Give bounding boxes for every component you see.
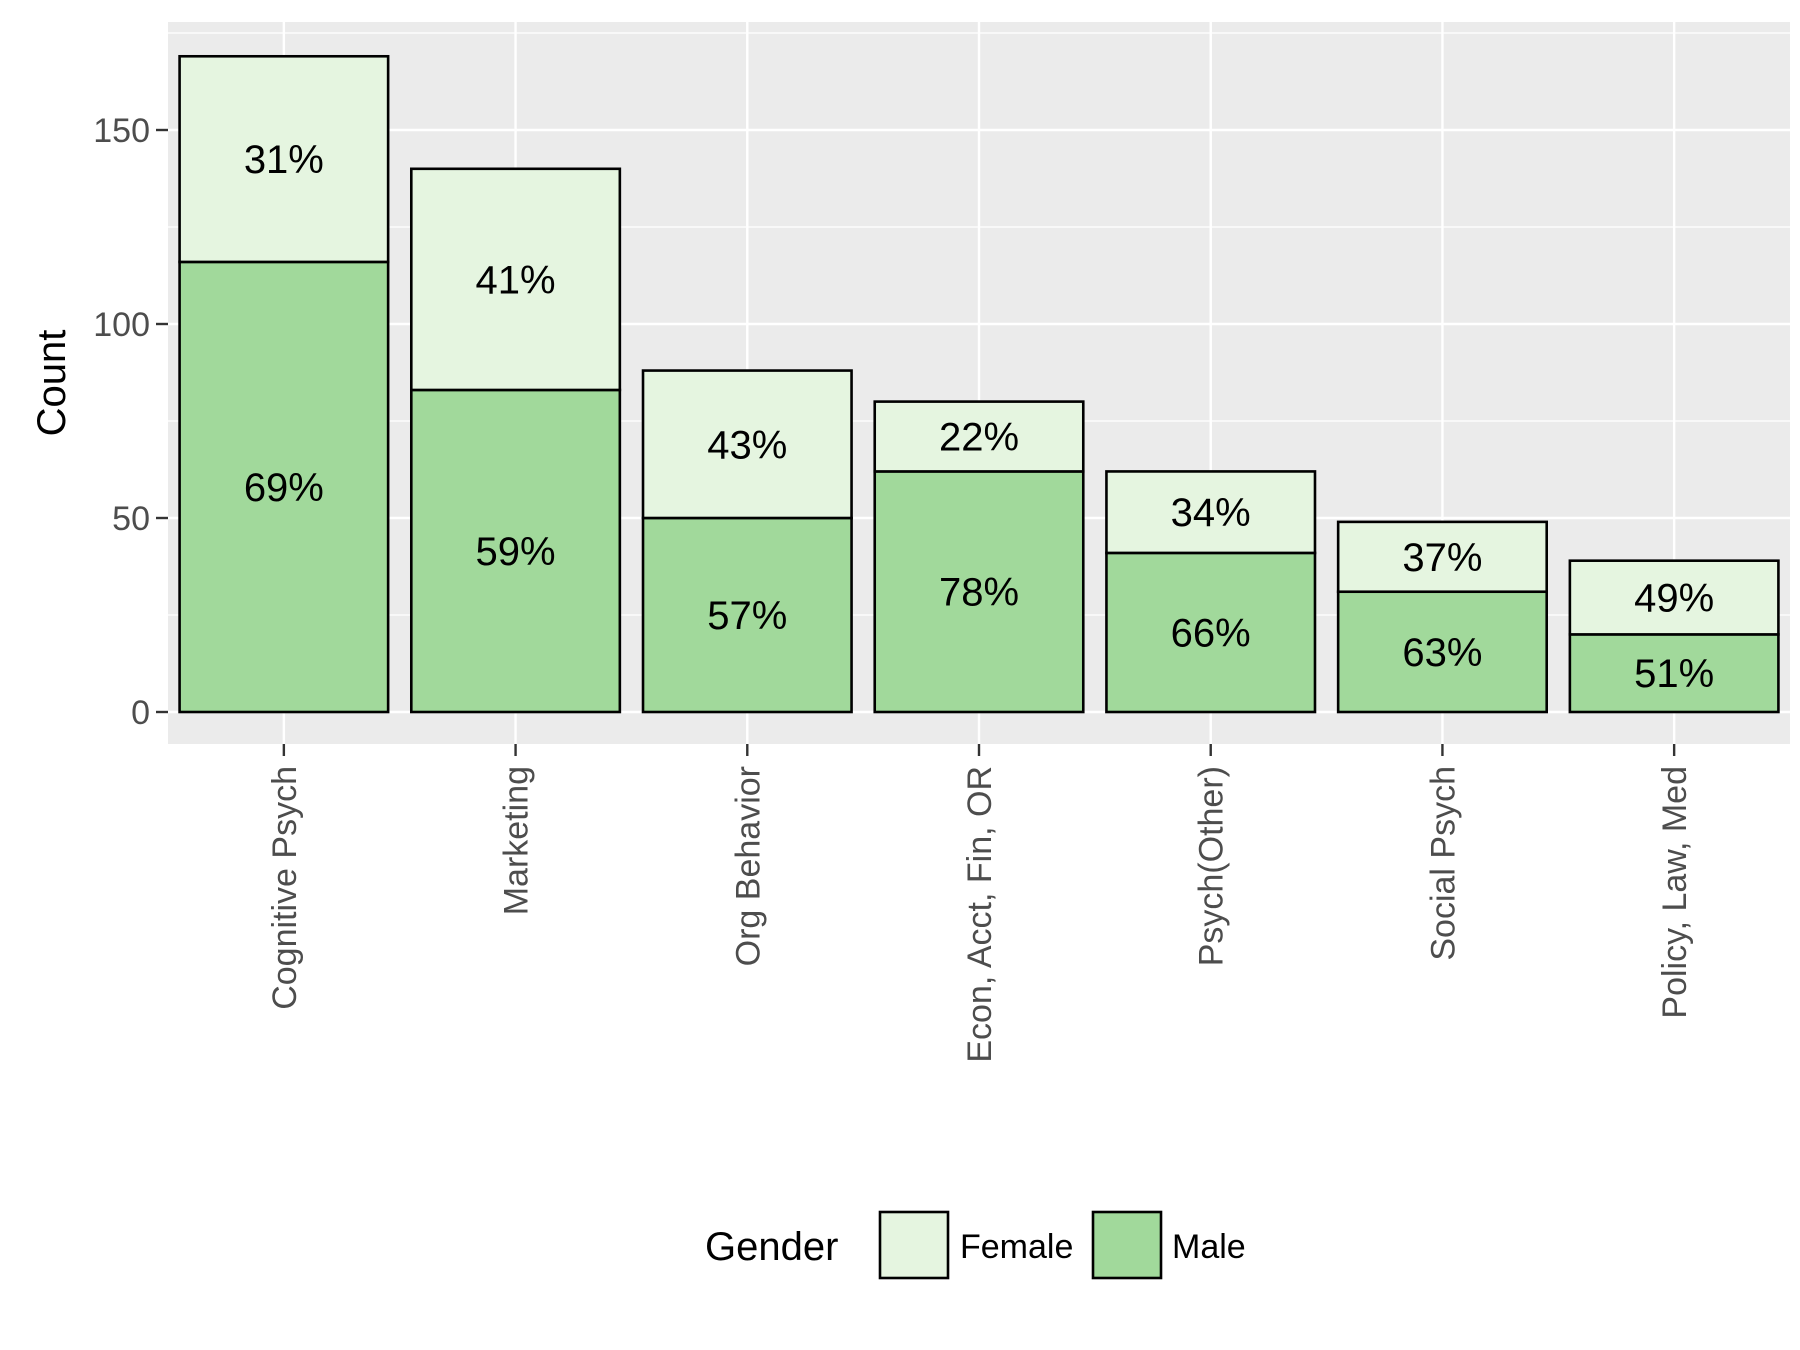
y-tick-label: 100 [93,306,150,344]
x-tick-label: Econ, Acct, Fin, OR [961,766,999,1063]
legend-title: Gender [705,1225,838,1269]
data-label-female: 43% [707,423,787,467]
data-label-female: 41% [476,258,556,302]
x-tick-label: Policy, Law, Med [1656,766,1694,1019]
x-tick-label: Psych(Other) [1193,766,1231,966]
data-label-female: 49% [1634,577,1714,621]
bar-labels: 69% 31% 59% 41% 57% 43% 78% 22% 66% 34% 63% 37% 51% 4… [244,138,1714,696]
axes: 0 50 100 150 Cognitive Psych Marketing Org Beh… [93,112,1694,1063]
bar-segment-male [1568,633,1780,714]
data-label-male: 59% [476,530,556,574]
data-label-male: 51% [1634,652,1714,696]
x-tick-label: Marketing [498,766,536,915]
bar-segment-female [1568,559,1780,636]
data-label-male: 69% [244,466,324,510]
data-label-male: 63% [1402,631,1482,675]
data-label-male: 66% [1171,611,1251,655]
bar-segment-male [1336,590,1548,714]
bar-segment-male [1105,551,1317,714]
legend-key-female [878,1210,950,1280]
legend: Gender Female Male [705,1210,1246,1280]
bar-segment-female [409,167,622,392]
x-tick-label: Org Behavior [729,766,767,966]
bar-segment-male [641,516,853,714]
bar-segment-female [1336,520,1548,594]
y-axis-title: Count [30,330,74,437]
bar-segment-male [873,470,1085,714]
legend-key-male [1091,1210,1163,1280]
bars [178,54,1780,714]
data-label-female: 34% [1171,491,1251,535]
y-tick-label: 0 [131,694,150,732]
x-tick-label: Social Psych [1424,766,1462,961]
y-tick-label: 150 [93,112,150,150]
data-label-male: 78% [939,571,1019,615]
data-label-female: 37% [1402,536,1482,580]
legend-label-female: Female [960,1228,1073,1266]
bar-segment-female [873,400,1085,473]
bar-segment-female [1105,470,1317,555]
bar-segment-female [641,369,853,520]
data-label-female: 31% [244,138,324,182]
legend-label-male: Male [1172,1228,1246,1266]
y-tick-label: 50 [112,500,150,538]
x-tick-label: Cognitive Psych [266,766,304,1010]
data-label-male: 57% [707,594,787,638]
data-label-female: 22% [939,416,1019,460]
bar-segment-female [178,54,390,264]
